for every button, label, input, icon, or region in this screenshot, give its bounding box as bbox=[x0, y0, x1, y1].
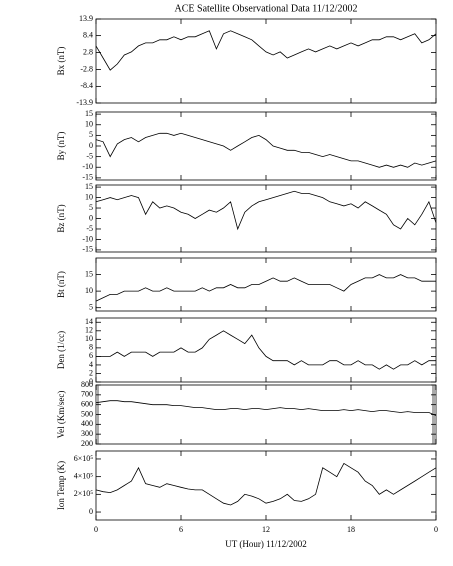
y-axis-label: Den (1/cc) bbox=[56, 331, 66, 369]
y-tick-label: 10 bbox=[85, 286, 93, 295]
x-tick-label: 0 bbox=[94, 525, 98, 534]
y-tick-label: 0 bbox=[89, 377, 93, 386]
y-tick-label: -10 bbox=[82, 234, 93, 243]
y-tick-label: 6×10⁵ bbox=[74, 454, 94, 463]
y-tick-label: 800 bbox=[81, 380, 93, 389]
data-line bbox=[95, 462, 437, 506]
y-tick-label: 0 bbox=[89, 213, 93, 222]
y-tick-label: 5 bbox=[89, 130, 93, 139]
y-tick-label: 2 bbox=[89, 368, 93, 377]
y-tick-label: -2.8 bbox=[80, 64, 93, 73]
data-line bbox=[95, 30, 437, 71]
y-tick-label: -10 bbox=[82, 162, 93, 171]
y-tick-label: 4×10⁵ bbox=[74, 471, 94, 480]
y-tick-label: -15 bbox=[82, 173, 93, 182]
y-tick-label: 500 bbox=[81, 409, 93, 418]
y-tick-label: 8 bbox=[89, 343, 93, 352]
data-line bbox=[95, 190, 437, 231]
data-line bbox=[96, 330, 436, 370]
y-tick-label: 2×10⁵ bbox=[74, 489, 94, 498]
y-tick-label: 200 bbox=[81, 439, 93, 448]
x-tick-label: 0 bbox=[434, 525, 438, 534]
x-tick-label: 18 bbox=[347, 525, 355, 534]
y-axis-label: By (nT) bbox=[56, 132, 66, 161]
y-tick-label: 13.9 bbox=[79, 14, 93, 23]
y-axis-label: Bt (nT) bbox=[56, 271, 66, 298]
y-axis-label: Bx (nT) bbox=[56, 47, 66, 76]
y-tick-label: 14 bbox=[85, 317, 93, 326]
x-axis-label: UT (Hour) 11/12/2002 bbox=[225, 539, 307, 549]
y-tick-label: 10 bbox=[85, 334, 93, 343]
y-tick-label: -8.4 bbox=[80, 81, 93, 90]
y-axis-label: Vel (Km/sec) bbox=[56, 391, 66, 439]
x-tick-label: 6 bbox=[179, 525, 183, 534]
y-tick-label: 15 bbox=[85, 182, 93, 191]
data-line bbox=[95, 132, 437, 168]
y-axis-label: Bz (nT) bbox=[56, 204, 66, 232]
y-tick-label: 8.4 bbox=[83, 30, 93, 39]
y-tick-label: -15 bbox=[82, 245, 93, 254]
y-tick-label: -13.9 bbox=[76, 98, 93, 107]
y-tick-label: 4 bbox=[89, 360, 93, 369]
y-tick-label: 400 bbox=[81, 419, 93, 428]
chart-title: ACE Satellite Observational Data 11/12/2… bbox=[175, 3, 358, 14]
data-line bbox=[95, 274, 436, 302]
y-tick-label: 15 bbox=[85, 269, 93, 278]
y-tick-label: 0 bbox=[89, 141, 93, 150]
y-tick-label: 5 bbox=[89, 303, 93, 312]
y-tick-label: 5 bbox=[89, 203, 93, 212]
y-tick-label: -5 bbox=[86, 224, 93, 233]
y-tick-label: 700 bbox=[81, 390, 93, 399]
y-tick-label: 6 bbox=[89, 351, 93, 360]
data-line bbox=[95, 400, 437, 416]
y-tick-label: 300 bbox=[81, 429, 93, 438]
y-tick-label: -5 bbox=[86, 151, 93, 160]
y-tick-label: 10 bbox=[85, 120, 93, 129]
y-axis-label: Ion Temp (K) bbox=[56, 461, 66, 510]
y-tick-label: 0 bbox=[89, 507, 93, 516]
y-tick-label: 10 bbox=[85, 192, 93, 201]
y-tick-label: 12 bbox=[85, 326, 93, 335]
x-tick-label: 12 bbox=[262, 525, 270, 534]
y-tick-label: 15 bbox=[85, 109, 93, 118]
y-tick-label: 2.8 bbox=[83, 47, 93, 56]
y-tick-label: 600 bbox=[81, 399, 93, 408]
